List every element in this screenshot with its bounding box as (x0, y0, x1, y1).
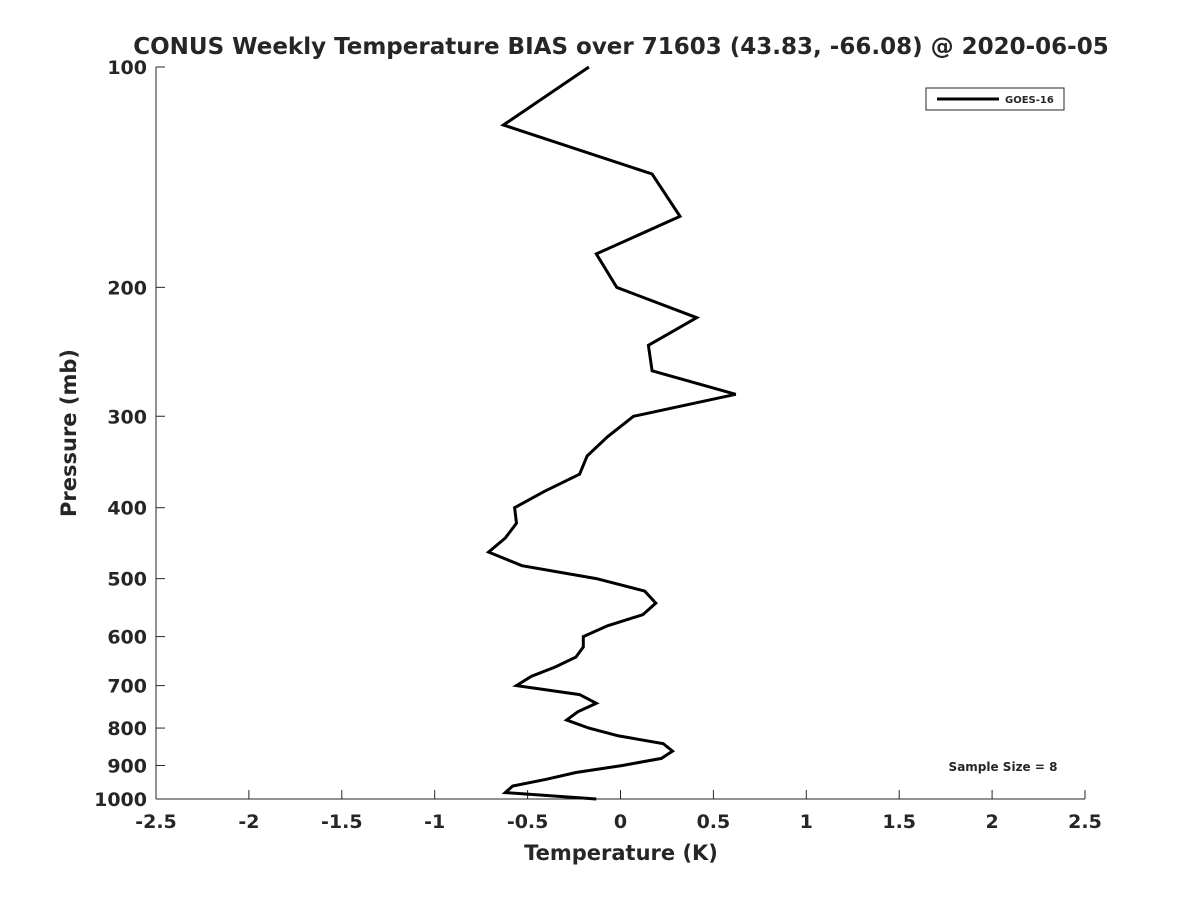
x-axis-label: Temperature (K) (524, 841, 718, 865)
y-tick-label: 1000 (94, 789, 147, 811)
legend-label: GOES-16 (1005, 95, 1054, 106)
chart-title: CONUS Weekly Temperature BIAS over 71603… (133, 34, 1108, 60)
y-tick-label: 700 (107, 676, 147, 698)
x-tick-label: -2.5 (135, 811, 177, 833)
y-tick-label: 600 (107, 627, 147, 649)
x-tick-label: 2.5 (1068, 811, 1102, 833)
x-tick-label: -1 (424, 811, 445, 833)
x-tick-label: -0.5 (507, 811, 549, 833)
y-tick-label: 800 (107, 718, 147, 740)
x-tick-label: -2 (238, 811, 259, 833)
x-tick-label: 2 (985, 811, 998, 833)
y-tick-label: 400 (107, 498, 147, 520)
y-tick-label: 900 (107, 756, 147, 778)
y-tick-label: 200 (107, 277, 147, 299)
x-tick-label: 0.5 (697, 811, 731, 833)
x-tick-label: 1 (800, 811, 813, 833)
legend: GOES-16 (925, 87, 1065, 111)
x-tick-label: -1.5 (321, 811, 363, 833)
y-tick-label: 100 (107, 57, 147, 79)
x-tick-label: 0 (614, 811, 627, 833)
series-line-goes-16 (485, 65, 737, 801)
y-axis-label: Pressure (mb) (57, 349, 81, 517)
axes: -2.5 -2 -1.5 -1 -0.5 0 0.5 1 1.5 2 2.5 100 200 300 400… (94, 57, 1102, 833)
x-tick-label: 1.5 (882, 811, 916, 833)
y-tick-label: 500 (107, 569, 147, 591)
sample-size-annotation: Sample Size = 8 (949, 760, 1058, 774)
y-tick-label: 300 (107, 406, 147, 428)
